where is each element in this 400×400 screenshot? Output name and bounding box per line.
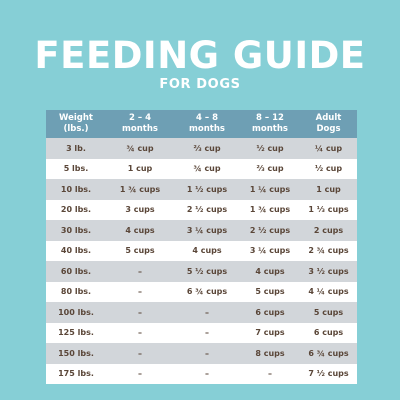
table-cell-adult: 2 ¾ cups (300, 240, 357, 261)
table-cell-adult: 1 ⅓ cups (300, 199, 357, 220)
table-row: 3 lb. ¾ cup ⅔ cup ½ cup ¼ cup (46, 138, 357, 159)
table-cell-weight: 175 lbs. (46, 363, 106, 384)
table-cell-weight: 5 lbs. (46, 158, 106, 179)
table-cell-adult: ½ cup (300, 158, 357, 179)
table-cell-age-4-8-months: – (174, 343, 240, 364)
table-cell-adult: 5 cups (300, 302, 357, 323)
table-cell-adult: 2 cups (300, 220, 357, 241)
table-row: 125 lbs. – –7 cups 6 cups (46, 322, 357, 343)
table-row: 40 lbs. 5 cups 4 cups 3 ¼ cups 2 ¾ cups (46, 240, 357, 261)
table-cell-adult: 4 ¼ cups (300, 281, 357, 302)
table-cell-age-4-8-months: ¾ cup (174, 158, 240, 179)
table-cell-age-8-12-months: 7 cups (240, 322, 300, 343)
table-cell-weight: 40 lbs. (46, 240, 106, 261)
page-title: FEEDING GUIDE (34, 34, 366, 77)
table-cell-adult: 3 ½ cups (300, 261, 357, 282)
table-cell-age-4-8-months: 6 ¾ cups (174, 281, 240, 302)
page-subtitle: FOR DOGS (159, 77, 241, 92)
table-cell-weight: 150 lbs. (46, 343, 106, 364)
table-cell-weight: 100 lbs. (46, 302, 106, 323)
table-cell-age-2-4-months: 4 cups (106, 220, 174, 241)
table-cell-age-8-12-months: – (240, 363, 300, 384)
table-cell-age-2-4-months: 1 cup (106, 158, 174, 179)
table-cell-age-4-8-months: – (174, 322, 240, 343)
table-cell-age-4-8-months: – (174, 302, 240, 323)
table-cell-weight: 125 lbs. (46, 322, 106, 343)
table-cell-weight: 30 lbs. (46, 220, 106, 241)
table-cell-age-2-4-months: 5 cups (106, 240, 174, 261)
table-cell-age-8-12-months: 6 cups (240, 302, 300, 323)
table-cell-age-4-8-months: 1 ½ cups (174, 179, 240, 200)
table-row: 60 lbs. –5 ½ cups 4 cups 3 ½ cups (46, 261, 357, 282)
feeding-table: Weight (lbs.) 2 – 4 months 4 – 8 months … (46, 110, 357, 384)
table-row: 20 lbs. 3 cups 2 ½ cups 1 ¾ cups 1 ⅓ cups (46, 199, 357, 220)
table-row: 150 lbs. – –8 cups 6 ¾ cups (46, 343, 357, 364)
table-cell-age-2-4-months: – (106, 343, 174, 364)
table-row: 10 lbs. 1 ¾ cups 1 ½ cups 1 ¼ cups 1 cup (46, 179, 357, 200)
table-cell-age-4-8-months: ⅔ cup (174, 138, 240, 159)
table-cell-weight: 3 lb. (46, 138, 106, 159)
table-cell-age-2-4-months: – (106, 302, 174, 323)
table-cell-age-2-4-months: – (106, 261, 174, 282)
table-cell-age-4-8-months: 4 cups (174, 240, 240, 261)
table-cell-age-8-12-months: 1 ¼ cups (240, 179, 300, 200)
table-row: 30 lbs. 4 cups 3 ¼ cups 2 ½ cups 2 cups (46, 220, 357, 241)
table-cell-adult: ¼ cup (300, 138, 357, 159)
table-cell-age-8-12-months: 1 ¾ cups (240, 199, 300, 220)
table-cell-age-8-12-months: 4 cups (240, 261, 300, 282)
table-row: 100 lbs. – –6 cups 5 cups (46, 302, 357, 323)
table-header-row: Weight (lbs.) 2 – 4 months 4 – 8 months … (46, 110, 357, 138)
header-2-4-months: 2 – 4 months (106, 110, 174, 138)
table-cell-age-4-8-months: – (174, 363, 240, 384)
table-body: 3 lb. ¾ cup ⅔ cup ½ cup ¼ cup 5 lbs. 1 cup ¾ cu… (46, 138, 357, 384)
table-cell-adult: 6 ¾ cups (300, 343, 357, 364)
header-weight: Weight (lbs.) (46, 110, 106, 138)
table-cell-age-2-4-months: – (106, 322, 174, 343)
table-cell-weight: 10 lbs. (46, 179, 106, 200)
table-cell-weight: 60 lbs. (46, 261, 106, 282)
table-row: 80 lbs. –6 ¾ cups 5 cups 4 ¼ cups (46, 281, 357, 302)
header-4-8-months: 4 – 8 months (174, 110, 240, 138)
table-cell-adult: 1 cup (300, 179, 357, 200)
table-cell-age-8-12-months: ½ cup (240, 138, 300, 159)
table-cell-age-8-12-months: ⅔ cup (240, 158, 300, 179)
table-row: 175 lbs. – – –7 ½ cups (46, 363, 357, 384)
table-cell-age-2-4-months: – (106, 363, 174, 384)
table-cell-age-8-12-months: 8 cups (240, 343, 300, 364)
table-cell-age-2-4-months: 1 ¾ cups (106, 179, 174, 200)
table-cell-age-8-12-months: 5 cups (240, 281, 300, 302)
table-cell-age-4-8-months: 2 ½ cups (174, 199, 240, 220)
table-cell-adult: 7 ½ cups (300, 363, 357, 384)
header-adult-dogs: Adult Dogs (300, 110, 357, 138)
table-cell-age-8-12-months: 3 ¼ cups (240, 240, 300, 261)
table-cell-age-2-4-months: ¾ cup (106, 138, 174, 159)
table-cell-age-4-8-months: 3 ¼ cups (174, 220, 240, 241)
table-cell-adult: 6 cups (300, 322, 357, 343)
table-cell-weight: 20 lbs. (46, 199, 106, 220)
table-cell-weight: 80 lbs. (46, 281, 106, 302)
table-cell-age-8-12-months: 2 ½ cups (240, 220, 300, 241)
table-cell-age-2-4-months: 3 cups (106, 199, 174, 220)
table-cell-age-4-8-months: 5 ½ cups (174, 261, 240, 282)
table-row: 5 lbs. 1 cup ¾ cup ⅔ cup ½ cup (46, 158, 357, 179)
table-cell-age-2-4-months: – (106, 281, 174, 302)
header-8-12-months: 8 – 12 months (240, 110, 300, 138)
